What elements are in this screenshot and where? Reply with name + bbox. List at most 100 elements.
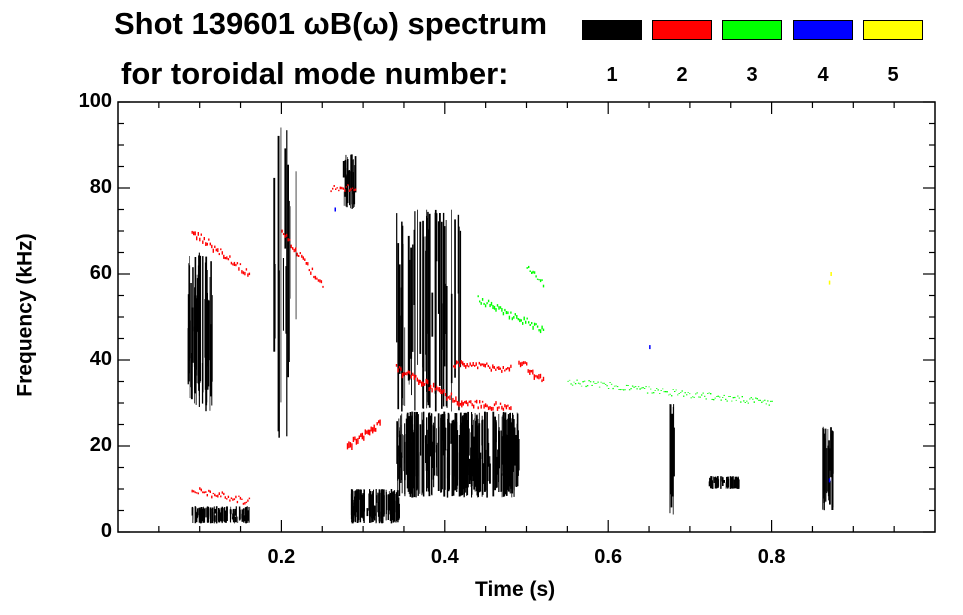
mark-3-t2-115 bbox=[740, 401, 742, 403]
mark-2-t2-38 bbox=[452, 397, 454, 403]
mark-2-t5-12 bbox=[536, 375, 539, 379]
mark-3-t0-12 bbox=[495, 308, 497, 312]
mark-2-t7-22 bbox=[224, 496, 226, 499]
mark-2-t7-37 bbox=[247, 499, 249, 502]
mark-3-t2-43 bbox=[631, 385, 634, 387]
mark-1-9-15 bbox=[829, 448, 832, 471]
mark-4-p2 bbox=[649, 345, 651, 350]
legend-swatch-5 bbox=[863, 20, 923, 40]
mark-2-t0-25 bbox=[229, 255, 231, 258]
mark-3-t0-25 bbox=[514, 313, 516, 316]
mark-2-t2-23 bbox=[429, 385, 432, 389]
mark-3-t2-92 bbox=[705, 398, 707, 400]
mark-1-4-175 bbox=[401, 434, 403, 458]
mark-1-3-23 bbox=[366, 508, 369, 517]
mark-1-4-261 bbox=[466, 449, 468, 487]
mark-1-5-45 bbox=[446, 286, 448, 408]
mark-1-3-79 bbox=[380, 511, 382, 523]
mark-1-3-52 bbox=[389, 493, 392, 521]
mark-1-4-226 bbox=[454, 445, 456, 484]
mark-2-t2-10 bbox=[410, 374, 412, 379]
mark-1-3-84 bbox=[394, 490, 396, 522]
mark-1-2-10 bbox=[342, 161, 345, 178]
mark-2-t0-14 bbox=[212, 248, 214, 253]
mark-3-t2-132 bbox=[765, 403, 767, 405]
mark-1-4-109 bbox=[396, 421, 398, 464]
mark-3-t2-89 bbox=[701, 394, 703, 396]
mark-2-t3-21 bbox=[492, 406, 494, 411]
mark-1-5-47 bbox=[417, 209, 418, 365]
mark-2-t1-7 bbox=[292, 247, 294, 250]
mark-1-4-104 bbox=[472, 419, 474, 481]
mark-1-8-37 bbox=[716, 477, 718, 489]
mark-2-t0-9 bbox=[205, 242, 207, 246]
mark-3-t2-134 bbox=[768, 404, 770, 406]
mark-3-t1-4 bbox=[532, 270, 534, 274]
mark-2-t0-13 bbox=[211, 244, 213, 249]
mark-2-t1-20 bbox=[311, 267, 314, 271]
mark-1-0-47 bbox=[204, 262, 207, 355]
mark-2-t5-5 bbox=[526, 362, 528, 366]
mark-1-3-50 bbox=[380, 493, 383, 519]
mark-1-4-143 bbox=[468, 458, 471, 484]
mark-2-t2-37 bbox=[450, 392, 453, 396]
mark-3-t0-2 bbox=[480, 302, 482, 305]
mark-1-1-65 bbox=[248, 507, 250, 523]
mark-2-t0-30 bbox=[236, 262, 239, 265]
mark-1-1-31 bbox=[230, 506, 232, 523]
mark-1-4-172 bbox=[489, 456, 491, 478]
mark-3-t2-121 bbox=[749, 398, 751, 400]
series-3 bbox=[477, 265, 773, 406]
legend-swatch-3 bbox=[722, 20, 782, 40]
mark-3-t2-22 bbox=[600, 381, 602, 383]
mark-1-3-88 bbox=[372, 493, 374, 510]
mark-1-1-94 bbox=[195, 512, 198, 523]
mark-2-t8-11 bbox=[347, 184, 349, 186]
mark-1-3-90 bbox=[359, 489, 362, 523]
mark-2-t8-9 bbox=[344, 189, 346, 192]
mark-3-t0-37 bbox=[532, 325, 534, 330]
mark-3-t2-122 bbox=[750, 397, 752, 399]
mark-2-t4-0 bbox=[453, 365, 455, 368]
mark-1-6-11 bbox=[289, 200, 290, 362]
mark-2-t3-30 bbox=[505, 405, 508, 410]
mark-2-t6-6 bbox=[355, 438, 358, 445]
mark-2-t7-6 bbox=[200, 488, 202, 492]
mark-2-t6-14 bbox=[367, 429, 369, 435]
mark-1-5-27 bbox=[431, 292, 434, 337]
mark-3-t2-80 bbox=[687, 392, 689, 393]
mark-2-t0-29 bbox=[235, 263, 237, 267]
mark-1-5-38 bbox=[427, 229, 430, 406]
mark-1-4-213 bbox=[507, 429, 509, 476]
mark-3-t0-0 bbox=[477, 295, 479, 298]
mark-3-t2-74 bbox=[678, 393, 680, 394]
mark-2-t1-17 bbox=[307, 262, 309, 266]
mark-1-3-64 bbox=[361, 494, 363, 518]
mark-2-t6-3 bbox=[351, 443, 353, 450]
mark-3-t2-76 bbox=[681, 390, 683, 392]
mark-1-2-13 bbox=[344, 159, 346, 197]
mark-2-t7-16 bbox=[215, 495, 217, 497]
mark-2-t2-44 bbox=[461, 402, 463, 408]
mark-2-t2-39 bbox=[453, 399, 456, 403]
mark-1-1-69 bbox=[205, 508, 207, 518]
mark-3-t2-50 bbox=[642, 387, 644, 389]
mark-2-t1-24 bbox=[317, 279, 320, 282]
mark-3-t2-124 bbox=[753, 401, 755, 403]
mark-2-t4-18 bbox=[480, 363, 482, 367]
mark-2-t2-4 bbox=[401, 372, 404, 379]
mark-2-t6-8 bbox=[358, 435, 360, 439]
mark-2-t4-29 bbox=[496, 366, 498, 369]
mark-3-t2-123 bbox=[752, 398, 754, 400]
mark-3-t2-95 bbox=[710, 393, 712, 395]
mark-1-4-241 bbox=[456, 443, 458, 492]
mark-2-t8-5 bbox=[338, 189, 340, 192]
mark-1-1-23 bbox=[224, 514, 227, 519]
mark-2-t4-35 bbox=[505, 368, 507, 371]
mark-3-t2-114 bbox=[738, 397, 740, 399]
mark-3-t2-66 bbox=[666, 391, 668, 393]
mark-2-t0-6 bbox=[200, 233, 202, 236]
mark-1-3-34 bbox=[387, 494, 389, 520]
mark-1-4-203 bbox=[500, 432, 502, 468]
mark-2-t0-20 bbox=[221, 251, 223, 255]
